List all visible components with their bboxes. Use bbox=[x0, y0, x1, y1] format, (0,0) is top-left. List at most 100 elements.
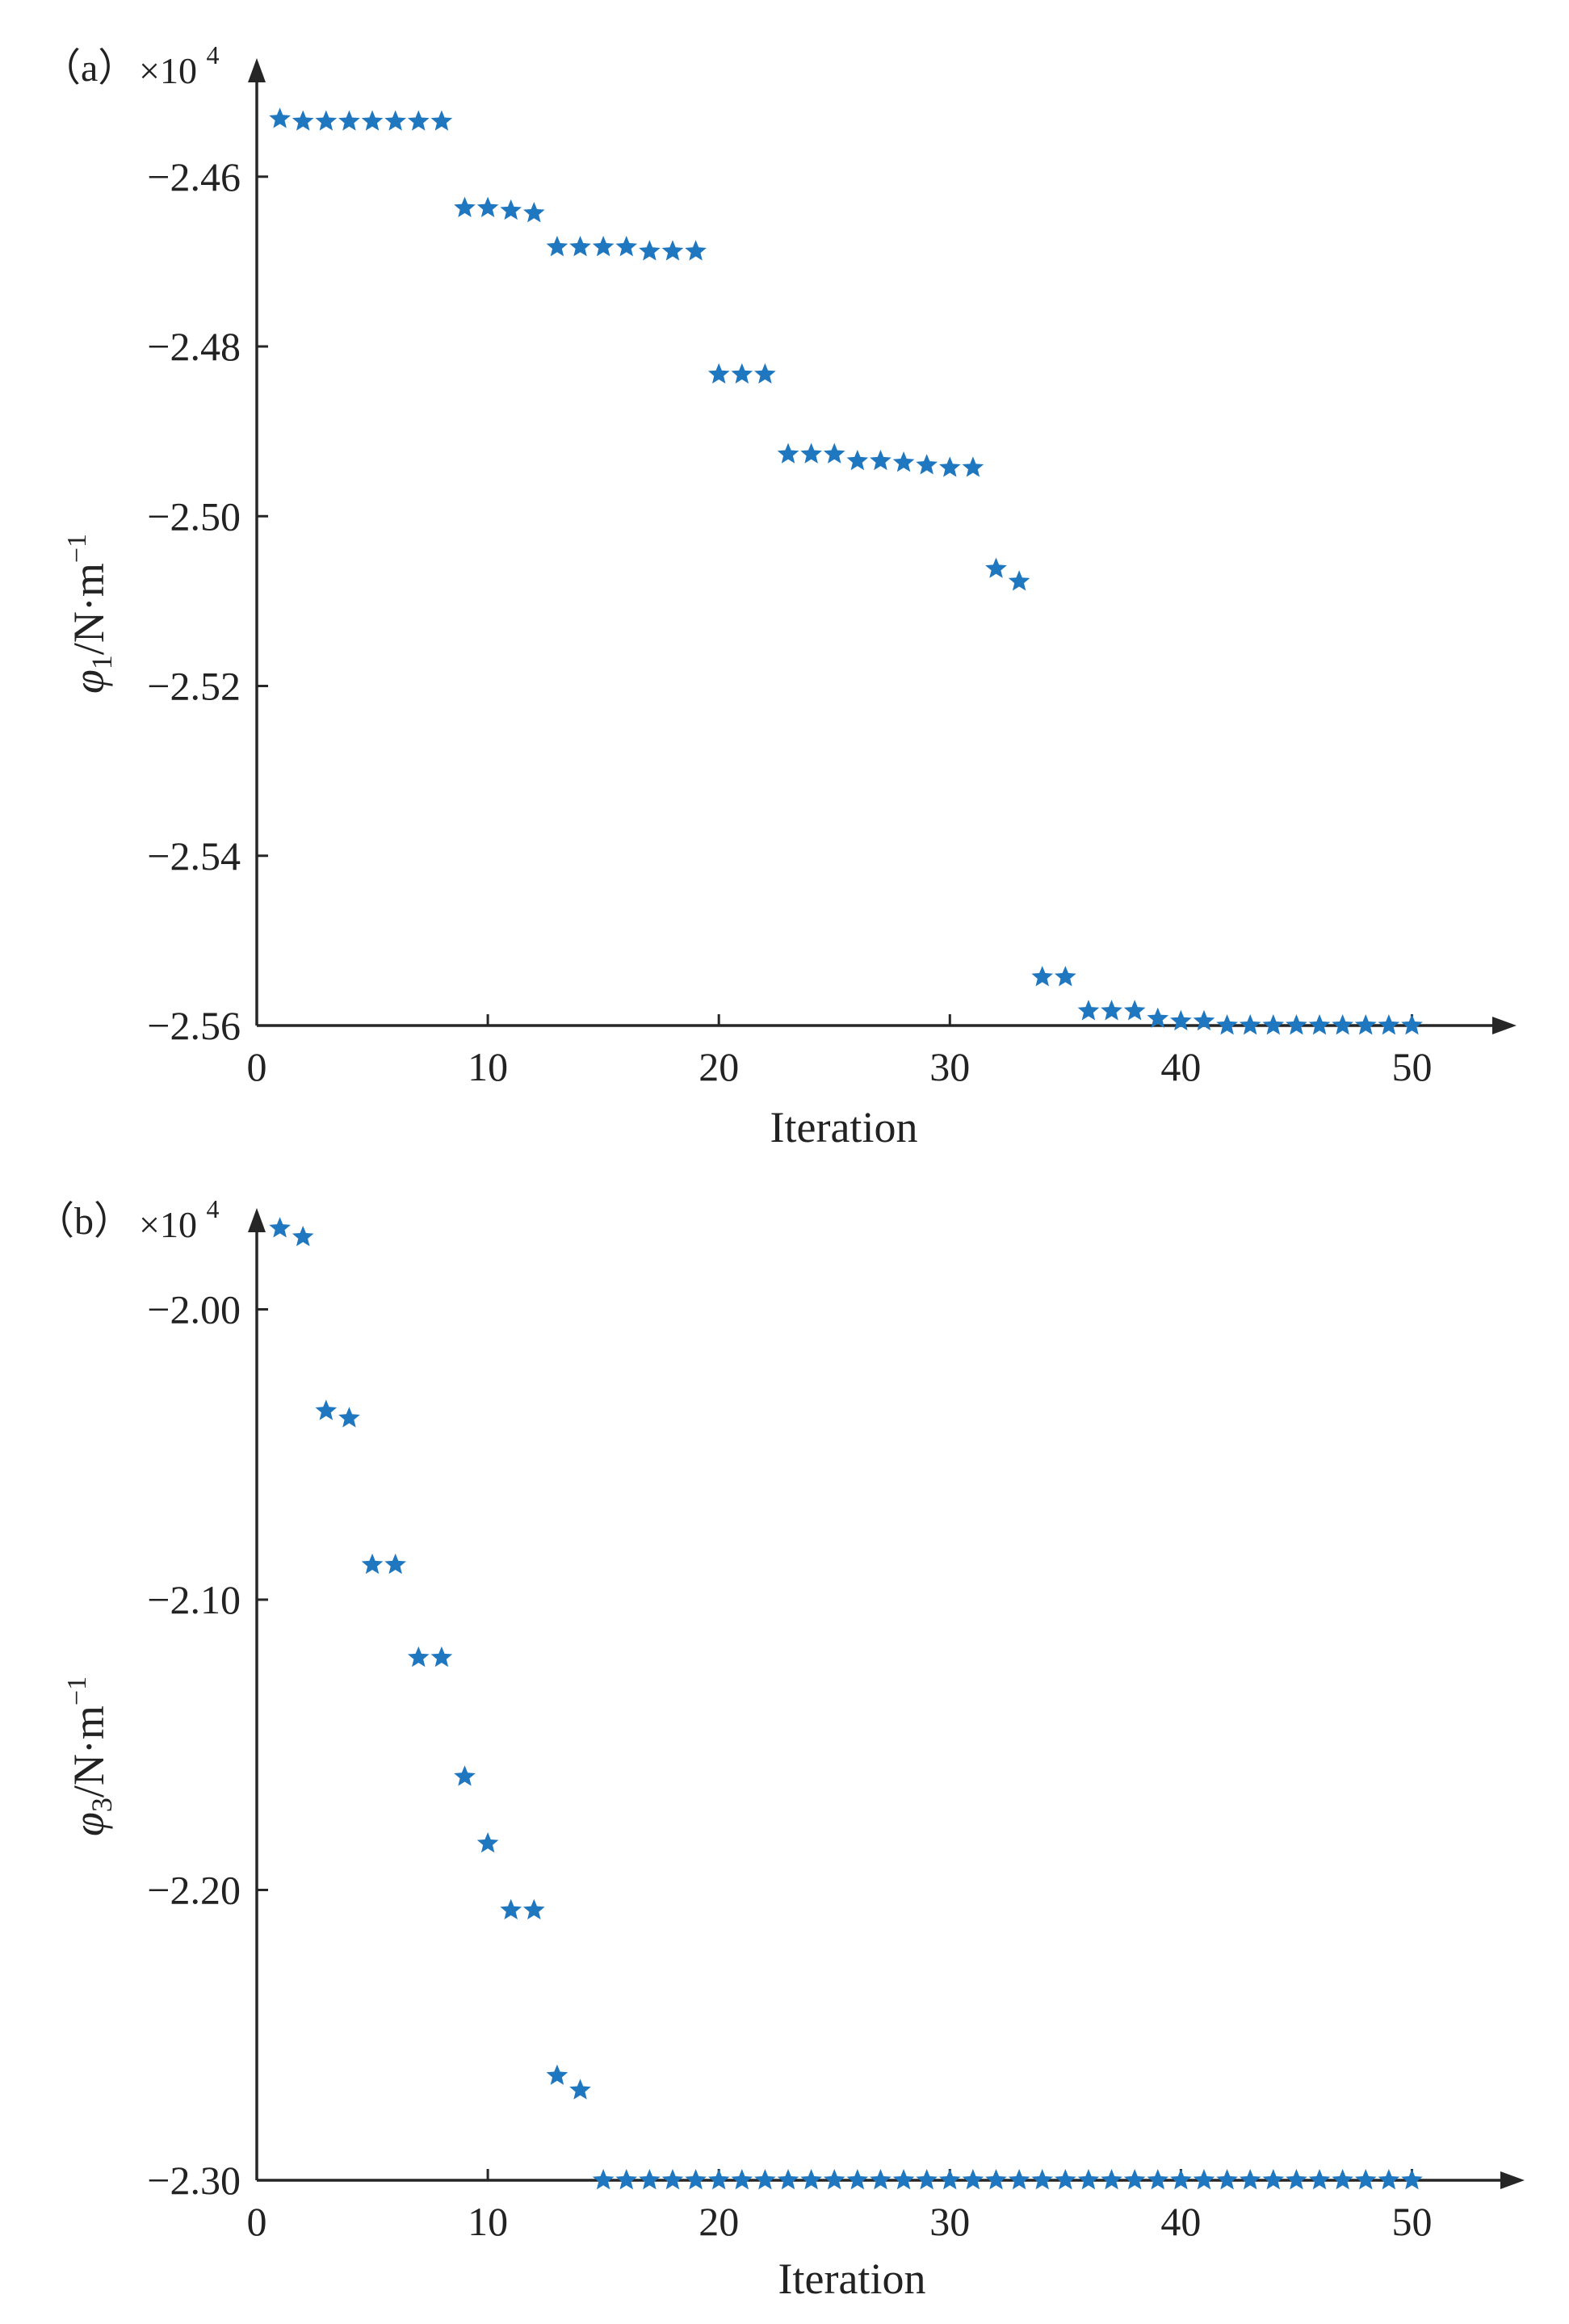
y-axis-unit-exponent-a: −1 bbox=[62, 534, 92, 563]
data-point bbox=[916, 454, 938, 475]
data-point bbox=[430, 110, 453, 131]
y-axis-title-a: φ1/N·m−1 bbox=[62, 534, 118, 694]
y-axis-unit-exponent-b: −1 bbox=[62, 1676, 92, 1705]
ticks-a: 0 10 20 30 40 50 −2.46 −2.48 −2.50 −2.52 −2.54 −2.5… bbox=[147, 154, 1432, 1089]
data-point bbox=[1308, 2169, 1331, 2190]
data-point bbox=[754, 363, 776, 384]
data-point bbox=[1170, 2169, 1192, 2190]
x-tick-label-a: 40 bbox=[1160, 1044, 1201, 1089]
x-tick-label-b: 0 bbox=[247, 2199, 267, 2244]
x-tick-label-a: 20 bbox=[698, 1044, 739, 1089]
x-tick-label-b: 20 bbox=[698, 2199, 739, 2244]
data-point bbox=[1354, 2169, 1377, 2190]
x-tick-label-b: 10 bbox=[468, 2199, 508, 2244]
data-point bbox=[454, 1765, 476, 1786]
x-tick-label-b: 40 bbox=[1160, 2199, 1201, 2244]
y-axis-arrow-a bbox=[248, 58, 266, 82]
y-axis-symbol-a: φ bbox=[65, 669, 113, 694]
data-point bbox=[292, 1225, 314, 1247]
panel-label-b: （b） bbox=[36, 1200, 132, 1243]
data-point bbox=[1332, 1014, 1353, 1035]
data-point bbox=[1055, 2169, 1076, 2190]
y-axis-subscript-a: 1 bbox=[86, 655, 118, 669]
data-point bbox=[430, 1646, 453, 1667]
data-point bbox=[1401, 1014, 1423, 1035]
data-point bbox=[985, 2169, 1007, 2190]
data-point bbox=[1008, 2169, 1030, 2190]
data-point bbox=[292, 110, 314, 131]
data-point bbox=[1378, 1014, 1400, 1035]
data-point bbox=[500, 1898, 522, 1919]
data-point bbox=[1101, 1000, 1122, 1021]
data-point bbox=[1286, 1014, 1307, 1035]
data-point bbox=[777, 2169, 799, 2190]
data-point bbox=[315, 1399, 338, 1420]
y-tick-label-a: −2.52 bbox=[147, 664, 241, 709]
multiplier-exponent-b: 4 bbox=[206, 1194, 219, 1223]
data-point bbox=[338, 1407, 360, 1428]
data-point bbox=[892, 451, 915, 472]
multiplier-exponent-a: 4 bbox=[206, 40, 219, 69]
x-axis-arrow-a bbox=[1492, 1017, 1517, 1034]
data-point bbox=[800, 2169, 822, 2190]
data-point bbox=[1123, 1000, 1146, 1021]
data-point bbox=[938, 2169, 961, 2190]
data-point bbox=[1008, 570, 1030, 591]
data-point bbox=[361, 110, 384, 131]
chart-panel-b: （b） ×10 4 0 10 20 30 40 50 −2.00 −2.10 −2.20 −2.3… bbox=[36, 1194, 1525, 2303]
data-point bbox=[846, 449, 869, 471]
x-tick-label-b: 50 bbox=[1391, 2199, 1432, 2244]
data-point bbox=[870, 449, 891, 471]
data-point bbox=[1170, 1009, 1192, 1031]
chart-panel-a: （a） ×10 4 0 10 20 30 40 50 −2.46 −2.48 −2.50 −2.5… bbox=[42, 40, 1517, 1152]
data-points-b bbox=[269, 1217, 1423, 2190]
y-tick-label-b: −2.20 bbox=[147, 1867, 241, 1912]
data-point bbox=[661, 2169, 684, 2190]
data-point bbox=[661, 240, 684, 261]
data-point bbox=[1101, 2169, 1122, 2190]
data-point bbox=[685, 2169, 707, 2190]
data-point bbox=[523, 1898, 545, 1919]
data-point bbox=[1308, 1014, 1331, 1035]
data-point bbox=[546, 2064, 568, 2085]
data-points-a bbox=[269, 107, 1423, 1035]
y-tick-label-b: −2.30 bbox=[147, 2158, 241, 2203]
data-point bbox=[1262, 1014, 1285, 1035]
data-point bbox=[1216, 1014, 1238, 1035]
data-point bbox=[800, 443, 822, 464]
data-point bbox=[823, 2169, 845, 2190]
data-point bbox=[731, 363, 753, 384]
data-point bbox=[384, 1553, 406, 1575]
data-point bbox=[707, 363, 730, 384]
x-tick-label-a: 30 bbox=[929, 1044, 970, 1089]
y-axis-subscript-b: 3 bbox=[86, 1798, 118, 1812]
data-point bbox=[754, 2169, 776, 2190]
data-point bbox=[1239, 1014, 1261, 1035]
data-point bbox=[1031, 2169, 1054, 2190]
data-point bbox=[546, 236, 568, 257]
data-point bbox=[870, 2169, 891, 2190]
data-point bbox=[476, 1831, 499, 1853]
data-point bbox=[1077, 1000, 1100, 1021]
data-point bbox=[685, 240, 707, 261]
x-tick-label-a: 0 bbox=[247, 1044, 267, 1089]
multiplier-label-a: ×10 4 bbox=[139, 40, 219, 91]
data-point bbox=[569, 236, 591, 257]
data-point bbox=[639, 240, 661, 261]
data-point bbox=[569, 2079, 591, 2100]
data-point bbox=[892, 2169, 915, 2190]
y-tick-label-a: −2.50 bbox=[147, 493, 241, 539]
panel-label-a: （a） bbox=[42, 47, 136, 90]
data-point bbox=[777, 443, 799, 464]
data-point bbox=[407, 110, 430, 131]
x-axis-title-a: Iteration bbox=[770, 1103, 918, 1152]
data-point bbox=[384, 110, 406, 131]
x-tick-label-a: 50 bbox=[1391, 1044, 1432, 1089]
data-point bbox=[269, 1217, 291, 1238]
multiplier-base-b: ×10 bbox=[139, 1204, 197, 1245]
multiplier-base-a: ×10 bbox=[139, 50, 197, 91]
data-point bbox=[823, 443, 845, 464]
multiplier-label-b: ×10 4 bbox=[139, 1194, 219, 1245]
y-tick-label-b: −2.00 bbox=[147, 1286, 241, 1332]
